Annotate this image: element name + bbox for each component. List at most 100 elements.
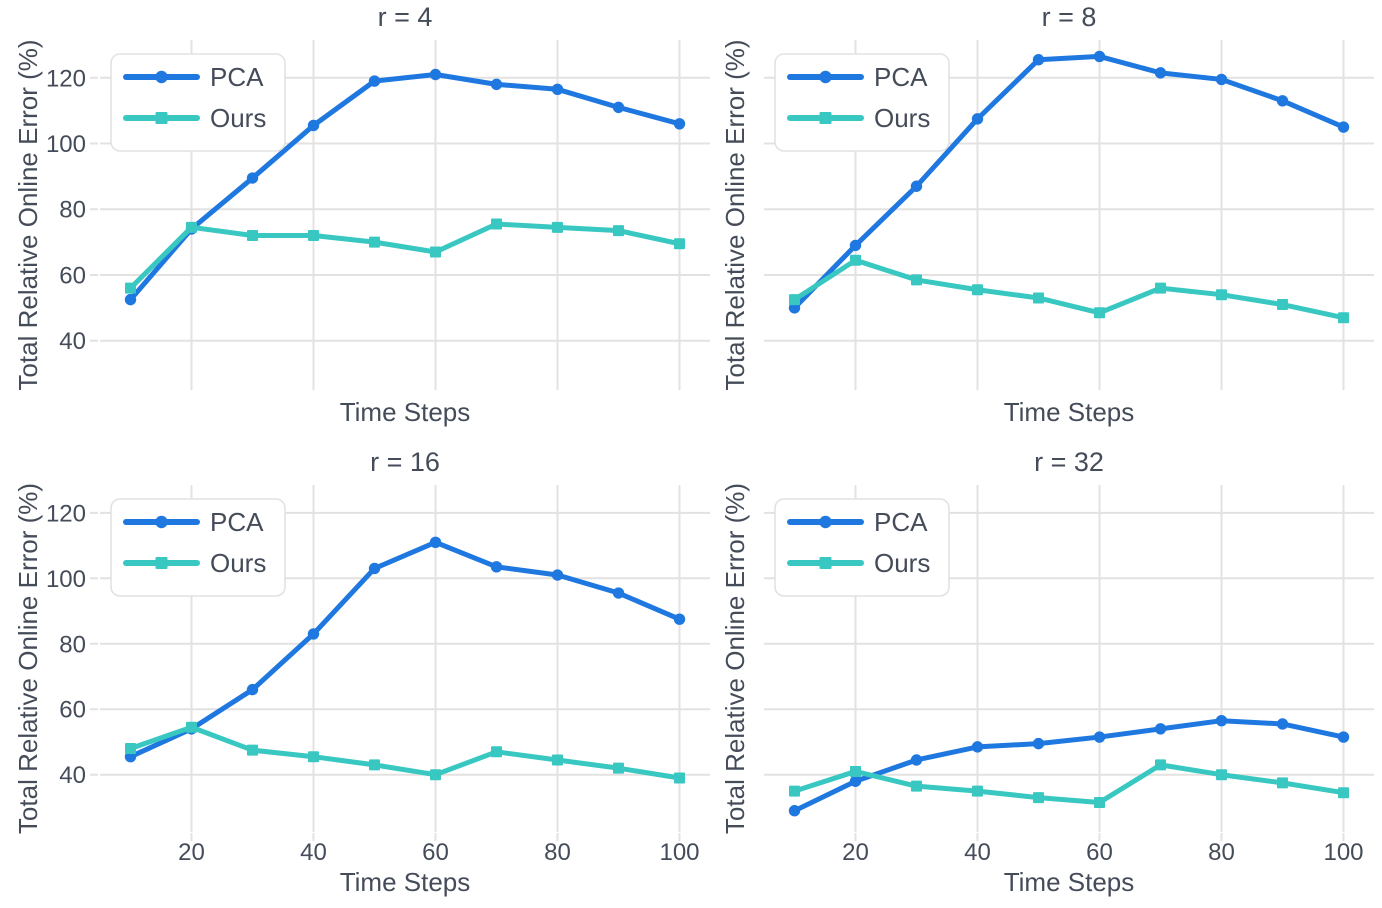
data-point-pca bbox=[673, 118, 686, 130]
legend-item-ours: Ours bbox=[123, 548, 266, 578]
legend: PCA Ours bbox=[774, 498, 950, 597]
data-point-pca bbox=[1215, 714, 1228, 727]
data-point-ours bbox=[850, 765, 861, 777]
data-point-pca bbox=[849, 239, 862, 252]
legend-marker-circle bbox=[155, 515, 168, 529]
legend-marker-circle bbox=[819, 515, 832, 529]
series-line-pca bbox=[792, 718, 1346, 814]
data-point-ours bbox=[1338, 312, 1349, 324]
legend-label: PCA bbox=[874, 62, 928, 92]
legend-label: Ours bbox=[874, 548, 930, 578]
data-point-pca bbox=[1154, 67, 1167, 79]
y-tick-label: 80 bbox=[59, 631, 86, 658]
data-point-ours bbox=[491, 746, 502, 758]
data-point-pca bbox=[1337, 121, 1350, 133]
data-point-pca bbox=[246, 172, 259, 184]
legend-item-pca: PCA bbox=[787, 62, 928, 92]
series-line-pca bbox=[128, 539, 682, 760]
data-point-ours bbox=[1094, 307, 1105, 319]
y-tick-label: 40 bbox=[59, 328, 86, 355]
data-point-ours bbox=[972, 284, 983, 296]
x-tick-label: 20 bbox=[842, 839, 869, 866]
legend-label: PCA bbox=[210, 507, 264, 537]
legend-item-ours: Ours bbox=[787, 548, 930, 578]
data-point-ours bbox=[1277, 777, 1288, 789]
y-tick-label: 60 bbox=[59, 262, 86, 289]
subplot-r=16: 40 60 80 100 120 20 40 60 80 100 r = 16 Time Steps T… bbox=[13, 447, 710, 897]
data-point-ours bbox=[911, 780, 922, 792]
y-axis-label: Total Relative Online Error (%) bbox=[13, 483, 43, 834]
data-point-ours bbox=[247, 744, 258, 756]
legend: PCA Ours bbox=[110, 53, 286, 152]
y-tick-label: 100 bbox=[46, 566, 86, 593]
x-axis-label: Time Steps bbox=[340, 397, 471, 427]
x-tick-label: 100 bbox=[659, 839, 699, 866]
data-point-pca bbox=[551, 83, 564, 95]
data-point-ours bbox=[850, 254, 861, 266]
data-point-ours bbox=[674, 238, 685, 250]
data-point-pca bbox=[368, 75, 381, 87]
x-tick-label: 40 bbox=[964, 839, 991, 866]
subplot-r=4: 40 60 80 100 120 r = 4 Time Steps Total Relativ… bbox=[13, 2, 710, 427]
legend-label: Ours bbox=[210, 103, 266, 133]
data-point-ours bbox=[308, 751, 319, 763]
data-point-pca bbox=[849, 775, 862, 787]
chart-title: r = 32 bbox=[1034, 447, 1104, 477]
data-point-ours bbox=[674, 772, 685, 784]
data-point-ours bbox=[1216, 289, 1227, 301]
legend: PCA Ours bbox=[774, 53, 950, 152]
y-axis-label: Total Relative Online Error (%) bbox=[720, 483, 750, 834]
x-tick-label: 60 bbox=[1086, 839, 1113, 866]
data-point-ours bbox=[552, 754, 563, 766]
legend-item-pca: PCA bbox=[123, 507, 264, 537]
data-point-pca bbox=[1337, 731, 1350, 743]
data-point-pca bbox=[612, 587, 625, 599]
data-point-ours bbox=[186, 221, 197, 233]
series-line-pca bbox=[792, 53, 1346, 311]
legend-label: PCA bbox=[210, 62, 264, 92]
data-point-ours bbox=[1094, 797, 1105, 809]
data-point-ours bbox=[972, 785, 983, 797]
x-tick-label: 20 bbox=[178, 839, 205, 866]
data-point-ours bbox=[613, 762, 624, 774]
data-point-pca bbox=[971, 113, 984, 125]
data-point-pca bbox=[971, 741, 984, 753]
data-point-pca bbox=[368, 562, 381, 575]
y-tick-label: 100 bbox=[46, 131, 86, 158]
data-point-pca bbox=[1215, 73, 1228, 86]
chart-title: r = 8 bbox=[1042, 2, 1097, 32]
legend: PCA Ours bbox=[110, 498, 286, 597]
x-tick-label: 80 bbox=[1208, 839, 1235, 866]
data-point-pca bbox=[429, 536, 442, 548]
y-tick-label: 120 bbox=[46, 65, 86, 92]
data-point-pca bbox=[307, 628, 320, 640]
y-axis-label: Total Relative Online Error (%) bbox=[720, 39, 750, 390]
x-tick-label: 60 bbox=[422, 839, 449, 866]
subplot-r=8: r = 8 Time Steps Total Relative Online Err… bbox=[720, 2, 1374, 427]
data-point-pca bbox=[788, 805, 801, 817]
x-axis-label: Time Steps bbox=[1004, 867, 1135, 897]
data-point-pca bbox=[490, 561, 503, 573]
series-line-ours bbox=[128, 724, 682, 781]
series-line-pca bbox=[128, 72, 682, 303]
data-point-ours bbox=[1033, 292, 1044, 304]
data-point-ours bbox=[247, 230, 258, 242]
y-axis-label: Total Relative Online Error (%) bbox=[13, 39, 43, 390]
data-point-pca bbox=[1154, 723, 1167, 735]
data-point-pca bbox=[1032, 737, 1045, 750]
data-point-pca bbox=[307, 119, 320, 132]
legend-marker-circle bbox=[155, 70, 168, 84]
data-point-pca bbox=[1093, 731, 1106, 743]
data-point-ours bbox=[125, 282, 136, 294]
chart-title: r = 4 bbox=[378, 2, 433, 32]
data-point-pca bbox=[910, 754, 923, 766]
data-point-ours bbox=[369, 759, 380, 771]
subplot-r=32: 20 40 60 80 100 r = 32 Time Steps Total Relativ… bbox=[720, 447, 1374, 897]
data-point-pca bbox=[124, 293, 137, 306]
data-point-ours bbox=[552, 221, 563, 233]
data-point-ours bbox=[613, 225, 624, 237]
y-tick-label: 40 bbox=[59, 762, 86, 789]
data-point-ours bbox=[789, 785, 800, 797]
series-line-ours bbox=[792, 257, 1346, 321]
